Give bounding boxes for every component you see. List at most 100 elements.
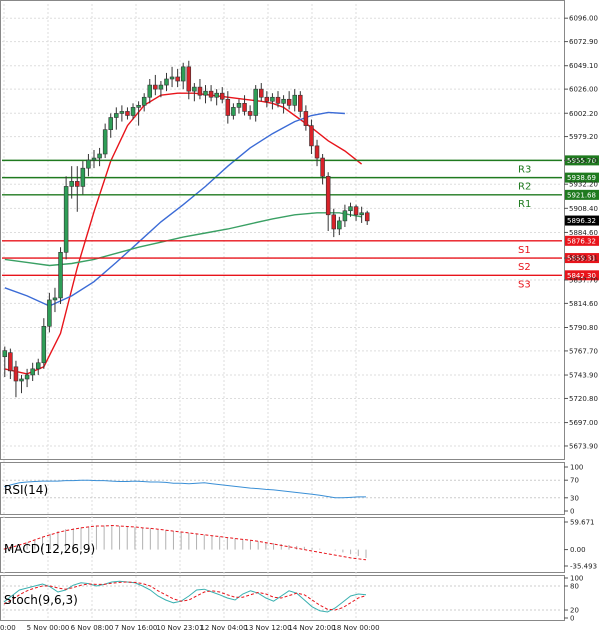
price-tick-label: 5814.60 <box>569 300 598 308</box>
level-label: R2 <box>518 182 531 193</box>
candle-body <box>13 366 19 382</box>
candle-body <box>314 145 320 159</box>
candle-body <box>102 129 108 155</box>
level-price-tag-text: 5859.31 <box>567 255 596 263</box>
price-tick-label: 5720.80 <box>569 395 598 403</box>
candle-body <box>208 90 214 98</box>
time-tick-label: 5 Nov 00:00 <box>27 624 70 632</box>
sub-axis-tick-label: 0.00 <box>570 546 586 554</box>
time-tick-label: 10 Nov 23:01 <box>156 624 203 632</box>
candle-body <box>97 153 102 159</box>
candle-body <box>180 66 186 82</box>
macd-panel <box>0 517 565 573</box>
sub-axis-tick-label: 0 <box>570 508 574 516</box>
candle-body <box>108 117 113 130</box>
macd-label: MACD(12,26,9) <box>4 542 95 556</box>
candle-body <box>242 103 247 112</box>
rsi-line <box>3 479 366 499</box>
candle-body <box>337 220 342 230</box>
candle-body <box>169 76 175 80</box>
pivot-levels: R3 5955.70 R2 5938.69 R1 5921.68 S1 5876.32 S2 58… <box>2 155 599 290</box>
price-tick-label: 5932.20 <box>569 181 598 189</box>
candle-body <box>192 86 197 92</box>
price-tick-label: 6096.00 <box>569 15 598 23</box>
grid-lines <box>2 4 562 620</box>
current-price-tag <box>565 215 599 226</box>
sub-axis-tick-label: 59.671 <box>570 519 595 527</box>
candle-body <box>80 167 86 187</box>
candle-body <box>197 86 203 96</box>
sub-axis-tick-label: 80 <box>570 583 579 591</box>
candle-body <box>225 98 231 116</box>
candle-body <box>86 159 91 169</box>
candle-body <box>286 98 292 106</box>
candle-body <box>41 325 47 364</box>
time-tick-label: 12 Nov 04:00 <box>200 624 247 632</box>
level-price-tag-text: 5876.32 <box>567 237 596 245</box>
price-tick-label: 5837.70 <box>569 276 598 284</box>
stoch-label: Stoch(9,6,3) <box>4 593 78 607</box>
macd-indicator: 59.671 0.00 -35.493 <box>3 519 597 571</box>
candle-body <box>236 103 242 108</box>
price-tick-label: 6072.90 <box>569 38 598 46</box>
level-price-tag <box>565 270 599 281</box>
price-tick-label: 5955.70 <box>569 157 598 165</box>
candle-body <box>186 66 192 92</box>
time-tick-label: 6 Nov 08:00 <box>71 624 114 632</box>
indicator-line <box>4 212 362 267</box>
candle-body <box>125 111 130 116</box>
candle-body <box>63 186 69 253</box>
rsi-indicator: 100 70 30 0 <box>2 464 583 516</box>
candle-body <box>136 105 141 108</box>
level-label: S3 <box>518 279 531 290</box>
candle-body <box>164 78 169 86</box>
level-label: R1 <box>518 199 531 210</box>
price-tick-label: 5767.70 <box>569 347 598 355</box>
candle-body <box>270 96 275 102</box>
candle-body <box>2 350 8 357</box>
candle-body <box>342 210 348 222</box>
candle-body <box>231 107 236 116</box>
current-price-tag-text: 5896.32 <box>567 217 596 225</box>
price-tick-label: 5673.90 <box>569 442 598 450</box>
candle-body <box>75 181 80 187</box>
level-price-tag <box>565 172 599 183</box>
sub-axis-tick-label: 100 <box>570 575 583 583</box>
candle-body <box>298 94 303 112</box>
price-tick-label: 5743.90 <box>569 372 598 380</box>
candle-body <box>320 157 325 177</box>
rsi-label: RSI(14) <box>4 483 48 497</box>
candlesticks <box>2 60 370 398</box>
price-tick-label: 6026.00 <box>569 86 598 94</box>
candle-body <box>69 181 74 187</box>
candle-body <box>331 214 337 230</box>
time-tick-label: 13 Nov 12:00 <box>244 624 291 632</box>
candle-body <box>309 125 314 147</box>
price-panel <box>0 0 565 460</box>
price-tick-label: 6049.10 <box>569 62 598 70</box>
candle-body <box>175 76 180 82</box>
price-tick-label: 5697.00 <box>569 419 598 427</box>
candle-body <box>203 90 208 96</box>
candle-body <box>214 92 219 98</box>
level-price-tag-text: 5842.30 <box>567 272 596 280</box>
candle-body <box>359 212 364 216</box>
price-axis: 6096.00 6072.90 6049.10 6026.00 6002.20 5979.… <box>564 15 598 450</box>
candle-body <box>325 175 331 216</box>
candle-body <box>259 88 264 98</box>
level-label: S1 <box>518 245 531 256</box>
candle-body <box>348 206 353 212</box>
level-price-tag-text: 5938.69 <box>567 174 596 182</box>
price-tick-label: 5790.80 <box>569 324 598 332</box>
time-tick-label: 18 Nov 00:00 <box>332 624 379 632</box>
candle-body <box>264 96 270 102</box>
candle-body <box>8 352 13 372</box>
level-price-tag <box>565 235 599 246</box>
candle-body <box>19 378 24 382</box>
level-price-tag-text: 5955.70 <box>567 157 596 165</box>
candle-body <box>158 84 164 90</box>
candle-body <box>91 157 97 161</box>
candle-body <box>292 94 297 106</box>
